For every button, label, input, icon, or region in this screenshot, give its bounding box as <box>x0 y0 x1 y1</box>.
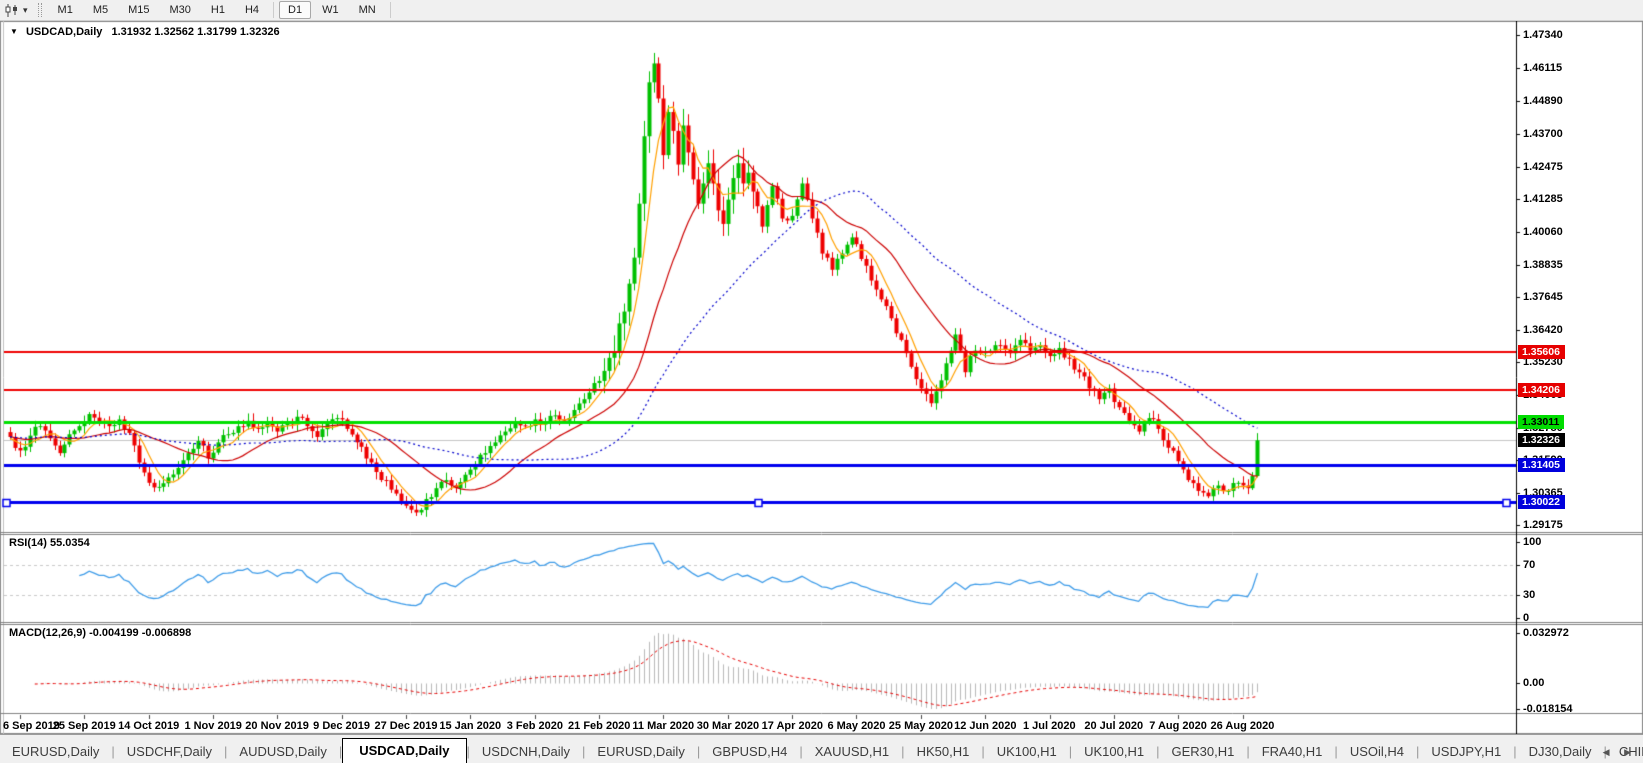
tab-separator: | <box>1246 744 1250 759</box>
timeframe-button-m15[interactable]: M15 <box>128 4 150 16</box>
tab-separator: | <box>1603 744 1607 759</box>
chart-tab-ger30-h1[interactable]: GER30,H1 <box>1171 744 1235 759</box>
chart-tab-gbpusd-h4[interactable]: GBPUSD,H4 <box>712 744 788 759</box>
tab-separator: | <box>111 744 115 759</box>
timeframe-button-m5[interactable]: M5 <box>92 4 109 16</box>
chart-tab-dj30-daily[interactable]: DJ30,Daily <box>1528 744 1592 759</box>
chart-tab-audusd-daily[interactable]: AUDUSD,Daily <box>239 744 327 759</box>
chart-tab-eurusd-daily[interactable]: EURUSD,Daily <box>597 744 685 759</box>
chart-canvas[interactable] <box>0 21 1643 734</box>
timeframe-button-mn[interactable]: MN <box>358 4 376 16</box>
chart-type-dropdown-caret[interactable]: ▾ <box>23 4 28 15</box>
tab-separator: | <box>901 744 905 759</box>
chart-tab-xauusd-h1[interactable]: XAUUSD,H1 <box>814 744 890 759</box>
chart-tab-fra40-h1[interactable]: FRA40,H1 <box>1261 744 1323 759</box>
toolbar-separator <box>389 2 391 18</box>
chart-tab-bar: EURUSD,Daily | USDCHF,Daily | AUDUSD,Daily | U… <box>0 734 1643 763</box>
tab-separator: | <box>1068 744 1073 759</box>
chart-tab-usdjpy-h1[interactable]: USDJPY,H1 <box>1431 744 1502 759</box>
timeframe-button-w1[interactable]: W1 <box>322 4 339 16</box>
timeframe-button-h4[interactable]: H4 <box>244 4 260 16</box>
timeframe-buttons: M1 M5 M15 M30 H1 H4 D1 W1 MN <box>48 0 395 20</box>
tab-separator: | <box>799 744 803 759</box>
tab-separator: | <box>338 744 343 759</box>
timeframe-button-h1[interactable]: H1 <box>210 4 225 16</box>
chart-tab-china300-h1[interactable]: CHINA300,H1 <box>1618 744 1643 759</box>
toolbar-grip-handle[interactable] <box>37 3 42 17</box>
tab-separator: | <box>1416 744 1420 759</box>
tab-separator: | <box>1513 744 1517 759</box>
toolbar-separator <box>273 2 275 18</box>
tab-separator: | <box>224 744 228 759</box>
timeframe-button-m1[interactable]: M1 <box>57 4 73 16</box>
chart-tab-usoil-h4[interactable]: USOil,H4 <box>1349 744 1404 759</box>
chart-type-icon[interactable] <box>4 3 22 17</box>
tab-separator: | <box>1156 744 1160 759</box>
tab-scroll-arrows[interactable]: ◀ ▶ <box>1602 747 1637 757</box>
chart-tab-uk100-h1[interactable]: UK100,H1 <box>996 744 1057 759</box>
timeframe-button-m30[interactable]: M30 <box>169 4 191 16</box>
tab-separator: | <box>981 744 985 759</box>
chart-window: ▼ USDCAD,Daily 1.31932 1.32562 1.31799 1… <box>0 21 1643 734</box>
chart-tab-usdcad-daily[interactable]: USDCAD,Daily <box>342 738 467 763</box>
chart-tab-hk50-h1[interactable]: HK50,H1 <box>916 744 970 759</box>
chart-tab-uk100-h1[interactable]: UK100,H1 <box>1084 744 1145 759</box>
chart-tab-usdchf-daily[interactable]: USDCHF,Daily <box>126 744 213 759</box>
tab-separator: | <box>466 744 470 759</box>
chart-tab-usdcnh-daily[interactable]: USDCNH,Daily <box>481 744 571 759</box>
tab-separator: | <box>696 744 701 759</box>
timeframe-button-d1[interactable]: D1 <box>279 1 312 19</box>
tab-separator: | <box>1334 744 1338 759</box>
tab-separator: | <box>582 744 586 759</box>
chart-tab-eurusd-daily[interactable]: EURUSD,Daily <box>12 744 100 759</box>
timeframe-toolbar: ▾ M1 M5 M15 M30 H1 H4 D1 W1 MN <box>0 0 1643 21</box>
